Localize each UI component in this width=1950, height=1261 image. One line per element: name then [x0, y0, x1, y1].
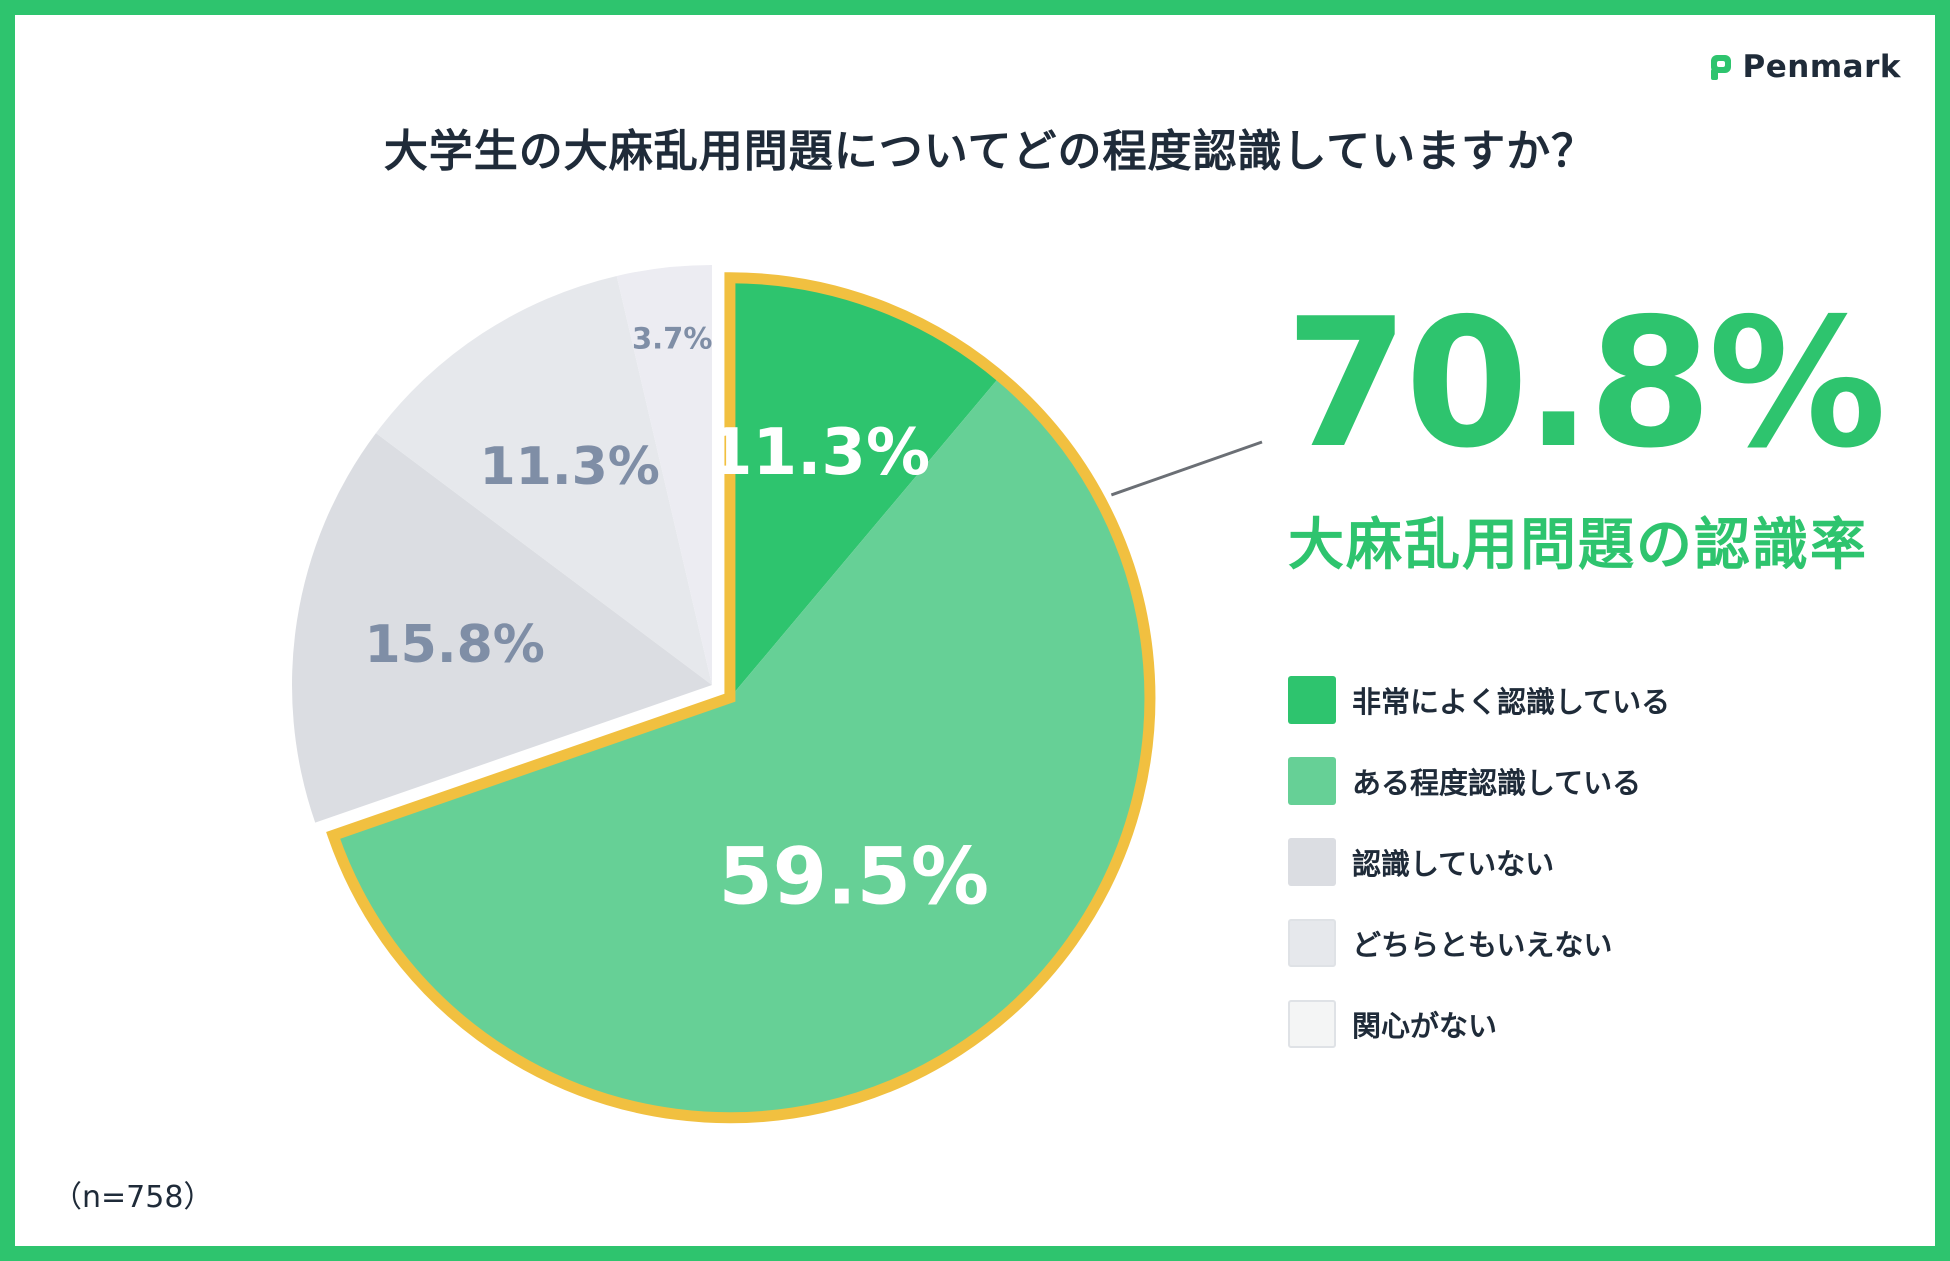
- legend-item: 認識していない: [1288, 837, 1670, 887]
- pie-slices: [292, 265, 1150, 1118]
- legend-swatch: [1288, 1000, 1336, 1048]
- pie-slice: [333, 376, 1150, 1118]
- pie-data-labels: 11.3% 59.5% 15.8% 11.3% 3.7%: [365, 322, 990, 923]
- pie-data-label: 11.3%: [479, 437, 659, 497]
- highlight-caption: 大麻乱用問題の認識率: [1288, 513, 1868, 578]
- legend-swatch: [1288, 757, 1336, 805]
- legend-label: ある程度認識している: [1352, 766, 1642, 800]
- legend-label: 認識していない: [1352, 847, 1555, 881]
- pie-data-label: 15.8%: [365, 615, 545, 675]
- legend-item: どちらともいえない: [1288, 918, 1670, 968]
- legend-item: ある程度認識している: [1288, 756, 1670, 806]
- pie-slice: [729, 277, 1001, 698]
- pie-data-label: 3.7%: [632, 322, 712, 356]
- legend-label: 関心がない: [1352, 1009, 1498, 1043]
- sample-size-note: （n=758）: [52, 1180, 214, 1215]
- legend-item: 非常によく認識している: [1288, 675, 1670, 725]
- highlight-percentage: 70.8%: [1285, 280, 1887, 487]
- leader-line: [1110, 440, 1263, 497]
- pie-slice: [375, 275, 712, 685]
- pie-slice: [292, 433, 712, 823]
- legend-swatch: [1288, 919, 1336, 967]
- brand-logo: Penmark: [1709, 49, 1901, 85]
- legend-label: 非常によく認識している: [1352, 685, 1671, 719]
- brand-name: Penmark: [1742, 49, 1901, 85]
- legend-label: どちらともいえない: [1352, 928, 1613, 962]
- chart-title: 大学生の大麻乱用問題についてどの程度認識していますか？: [383, 126, 1597, 177]
- penmark-logo-icon: [1710, 55, 1731, 80]
- pie-slice: [616, 265, 712, 685]
- chart-legend: 非常によく認識している ある程度認識している 認識していない どちらともいえない…: [1288, 675, 1670, 1080]
- legend-item: 関心がない: [1288, 999, 1670, 1049]
- pie-data-label: 11.3%: [708, 416, 930, 490]
- legend-swatch: [1288, 676, 1336, 724]
- pie-data-label: 59.5%: [718, 833, 989, 923]
- highlight-outline: [326, 272, 1156, 1124]
- legend-swatch: [1288, 838, 1336, 886]
